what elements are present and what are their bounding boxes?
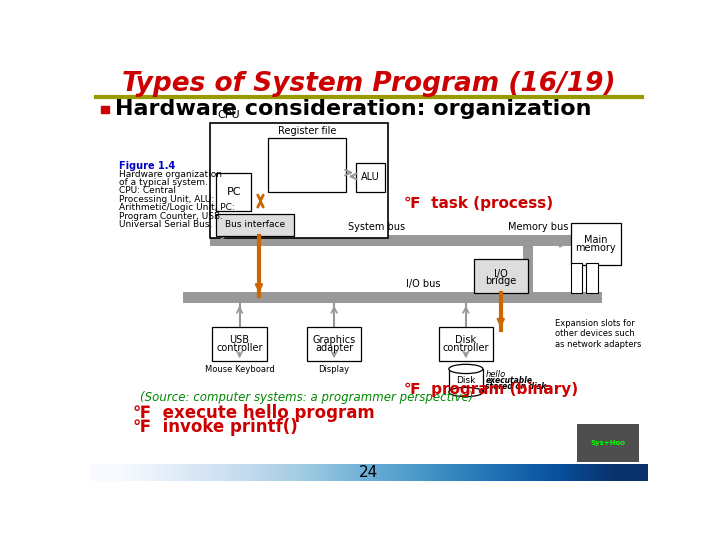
Text: USB: USB: [230, 335, 250, 345]
Bar: [210, 123, 388, 238]
Text: memory: memory: [575, 242, 616, 253]
Text: ℉  program (binary): ℉ program (binary): [404, 382, 578, 397]
Bar: [577, 423, 639, 462]
Text: hello: hello: [485, 370, 505, 379]
Bar: [101, 106, 109, 113]
Bar: [212, 327, 266, 361]
Bar: [570, 222, 621, 265]
Text: System bus: System bus: [348, 222, 405, 232]
Text: Display: Display: [318, 365, 350, 374]
Text: executable: executable: [485, 376, 532, 385]
Text: Types of System Program (16/19): Types of System Program (16/19): [122, 71, 616, 97]
Text: Hardware organization: Hardware organization: [120, 170, 222, 179]
Text: Main: Main: [584, 235, 608, 245]
Text: of a typical system.: of a typical system.: [120, 178, 208, 187]
Text: ℉  task (process): ℉ task (process): [404, 196, 553, 211]
Ellipse shape: [449, 364, 483, 374]
Text: Graphics: Graphics: [312, 335, 356, 345]
Text: (Source: computer systems: a programmer perspective): (Source: computer systems: a programmer …: [140, 391, 474, 404]
Text: Expansion slots for
other devices such
as network adapters: Expansion slots for other devices such a…: [555, 319, 642, 349]
Text: controller: controller: [443, 343, 489, 353]
Bar: [474, 259, 528, 294]
Text: stored on disk: stored on disk: [485, 382, 546, 391]
Bar: [307, 327, 361, 361]
Bar: [210, 235, 601, 246]
Text: Disk: Disk: [456, 376, 476, 385]
Bar: [216, 214, 294, 236]
Text: Figure 1.4: Figure 1.4: [120, 161, 176, 171]
Text: Universal Serial Bus.: Universal Serial Bus.: [120, 220, 213, 230]
Text: bridge: bridge: [485, 276, 516, 286]
Text: CPU: CPU: [218, 110, 240, 120]
Text: PC: PC: [227, 187, 241, 197]
Bar: [449, 369, 483, 392]
Text: I/O bus: I/O bus: [406, 279, 441, 289]
Text: Sys+Hoo: Sys+Hoo: [590, 440, 625, 446]
Text: Disk: Disk: [455, 335, 477, 345]
Bar: [570, 262, 582, 294]
Text: I/O: I/O: [494, 269, 508, 279]
Text: Program Counter, USB:: Program Counter, USB:: [120, 212, 223, 221]
Text: Arithmetic/Logic Unit, PC:: Arithmetic/Logic Unit, PC:: [120, 204, 235, 212]
Text: Memory bus: Memory bus: [508, 222, 569, 232]
Bar: [523, 240, 533, 296]
Bar: [183, 292, 601, 303]
Bar: [356, 163, 385, 192]
Text: ℉  invoke printf(): ℉ invoke printf(): [132, 418, 297, 436]
Text: Bus interface: Bus interface: [225, 220, 285, 230]
Bar: [269, 138, 346, 192]
Text: Register file: Register file: [278, 126, 336, 137]
Bar: [438, 327, 493, 361]
Text: controller: controller: [216, 343, 263, 353]
Text: Processing Unit, ALU:: Processing Unit, ALU:: [120, 195, 215, 204]
Text: adapter: adapter: [315, 343, 354, 353]
Text: 24: 24: [359, 464, 379, 480]
Text: Mouse Keyboard: Mouse Keyboard: [204, 365, 274, 374]
Text: CPU: Central: CPU: Central: [120, 186, 176, 195]
Bar: [586, 262, 598, 294]
Text: ℉  execute hello program: ℉ execute hello program: [132, 404, 374, 422]
Ellipse shape: [449, 387, 483, 397]
Text: Hardware consideration: organization: Hardware consideration: organization: [114, 99, 591, 119]
Text: ALU: ALU: [361, 172, 380, 182]
Bar: [216, 173, 251, 211]
